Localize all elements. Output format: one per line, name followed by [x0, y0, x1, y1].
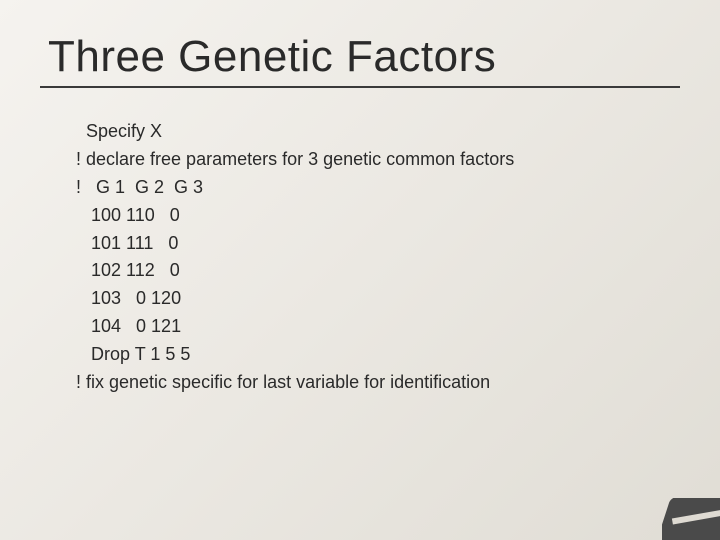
body-line: 101 111 0: [76, 230, 678, 258]
slide-body: Specify X ! declare free parameters for …: [76, 118, 678, 397]
body-line: Specify X: [76, 118, 678, 146]
body-line: ! declare free parameters for 3 genetic …: [76, 146, 678, 174]
corner-decoration: [662, 498, 720, 540]
body-line: 104 0 121: [76, 313, 678, 341]
title-underline: [40, 86, 680, 88]
body-line: ! fix genetic specific for last variable…: [76, 369, 678, 397]
slide-title: Three Genetic Factors: [48, 32, 678, 82]
slide-container: Three Genetic Factors Specify X ! declar…: [0, 0, 720, 540]
body-line: Drop T 1 5 5: [76, 341, 678, 369]
body-line: 102 112 0: [76, 257, 678, 285]
body-line: ! G 1 G 2 G 3: [76, 174, 678, 202]
body-line: 100 110 0: [76, 202, 678, 230]
body-line: 103 0 120: [76, 285, 678, 313]
